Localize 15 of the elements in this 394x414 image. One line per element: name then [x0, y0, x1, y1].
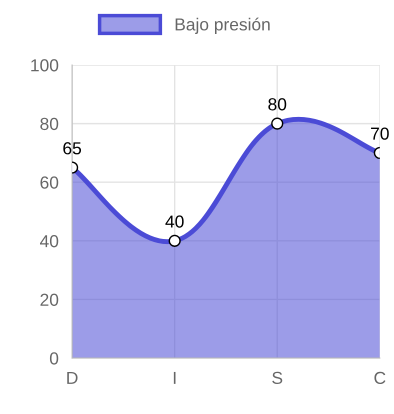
data-label: 65	[63, 142, 82, 154]
y-tick-label: 0	[50, 352, 58, 365]
x-tick-label: S	[272, 372, 282, 384]
x-tick-label: D	[67, 372, 78, 384]
y-tick-label: 100	[31, 59, 58, 72]
y-tick-label: 60	[40, 176, 58, 189]
data-label: 80	[268, 98, 286, 110]
x-tick-label: I	[174, 372, 176, 384]
y-tick-label: 20	[40, 294, 58, 306]
y-tick-label: 40	[40, 235, 58, 248]
x-tick-label: C	[374, 372, 386, 384]
data-label: 40	[165, 215, 184, 228]
data-label: 70	[371, 127, 389, 140]
y-tick-label: 80	[40, 118, 58, 130]
legend-label: Bajo presión	[176, 18, 270, 34]
